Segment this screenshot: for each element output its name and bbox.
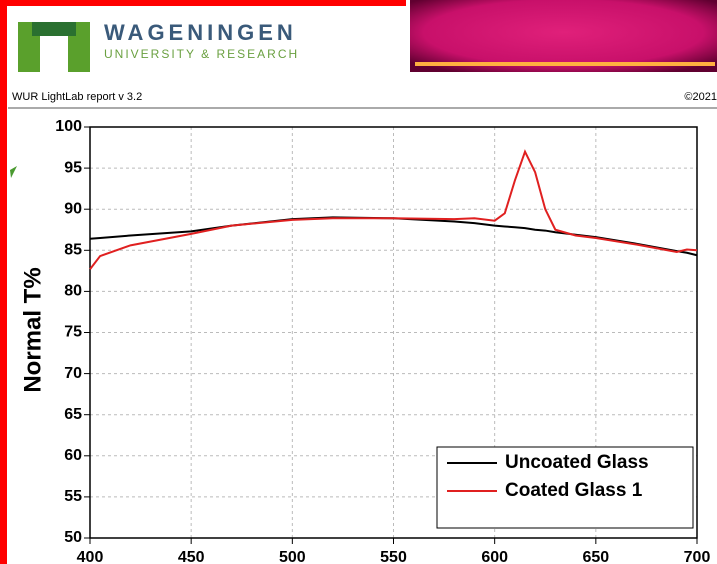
sample-photo	[410, 0, 717, 72]
red-frame-top	[0, 0, 406, 6]
x-tick-label: 700	[684, 549, 711, 564]
y-tick-label: 85	[64, 242, 82, 259]
y-axis-label: Normal T%	[19, 267, 46, 392]
sample-edge	[415, 62, 715, 66]
legend-label: Uncoated Glass	[505, 452, 649, 473]
y-tick-label: 75	[64, 324, 82, 341]
logo-mark-top	[32, 22, 76, 36]
x-tick-label: 500	[279, 549, 306, 564]
logo-title: WAGENINGEN	[104, 20, 297, 45]
y-tick-label: 95	[64, 159, 82, 176]
report-label: WUR LightLab report v 3.2	[12, 91, 142, 103]
chart: WAGENINGEN UNIVERSITY & RESEARCH WUR Lig…	[0, 0, 717, 564]
y-tick-label: 55	[64, 488, 82, 505]
page: WAGENINGEN UNIVERSITY & RESEARCH WUR Lig…	[0, 0, 717, 564]
red-frame-left	[0, 0, 7, 564]
x-tick-label: 550	[380, 549, 407, 564]
y-tick-label: 80	[64, 283, 82, 300]
logo-mark-gap	[40, 36, 68, 72]
x-tick-label: 450	[178, 549, 205, 564]
x-tick-label: 650	[582, 549, 609, 564]
y-tick-label: 90	[64, 200, 82, 217]
y-tick-label: 100	[55, 118, 82, 135]
copyright: ©2021	[684, 91, 717, 103]
y-tick-label: 50	[64, 529, 82, 546]
logo-subtitle: UNIVERSITY & RESEARCH	[104, 47, 299, 61]
y-tick-label: 70	[64, 365, 82, 382]
y-tick-label: 60	[64, 447, 82, 464]
legend-label: Coated Glass 1	[505, 480, 643, 501]
x-tick-label: 600	[481, 549, 508, 564]
x-tick-label: 400	[77, 549, 104, 564]
y-tick-label: 65	[64, 406, 82, 423]
